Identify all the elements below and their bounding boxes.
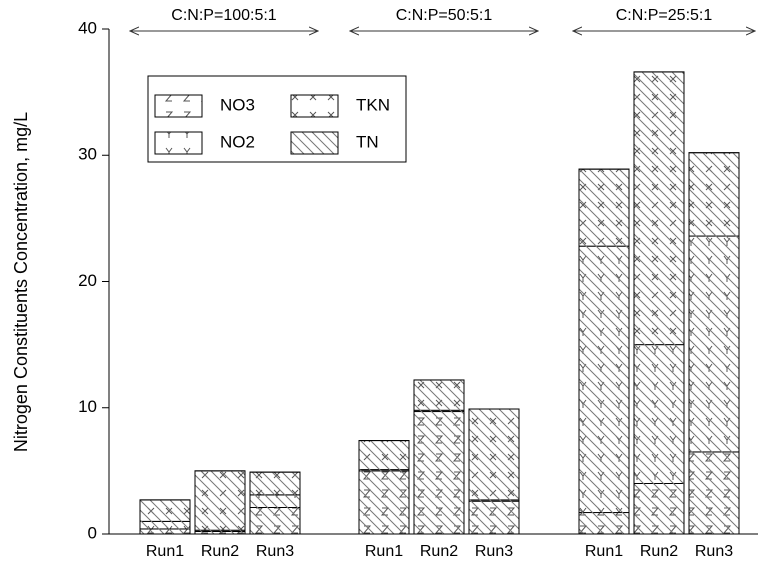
legend-label: TN xyxy=(356,132,379,151)
bar-total xyxy=(633,71,685,535)
legend-swatch xyxy=(154,94,203,118)
x-tick-label: Run3 xyxy=(695,543,733,560)
y-tick-label: 40 xyxy=(78,18,97,37)
x-tick-label: Run1 xyxy=(585,543,623,560)
legend-label: NO3 xyxy=(220,95,255,114)
group-label: C:N:P=50:5:1 xyxy=(396,7,493,24)
legend-swatch xyxy=(290,131,339,155)
legend-label: TKN xyxy=(356,95,390,114)
group-label: C:N:P=25:5:1 xyxy=(616,7,713,24)
y-tick-label: 0 xyxy=(88,523,97,542)
y-tick-label: 10 xyxy=(78,397,97,416)
x-tick-label: Run3 xyxy=(475,543,513,560)
x-tick-label: Run1 xyxy=(365,543,403,560)
y-tick-label: 30 xyxy=(78,145,97,164)
x-tick-label: Run1 xyxy=(146,543,184,560)
x-tick-label: Run3 xyxy=(256,543,294,560)
y-tick-label: 20 xyxy=(78,271,97,290)
bar-total xyxy=(139,499,191,535)
bar-total xyxy=(249,471,301,535)
group-label: C:N:P=100:5:1 xyxy=(171,7,277,24)
bar-total xyxy=(468,408,520,535)
legend-swatch xyxy=(154,131,203,155)
bar-total xyxy=(688,152,740,535)
x-tick-label: Run2 xyxy=(640,543,678,560)
y-axis-label: Nitrogen Constituents Concentration, mg/… xyxy=(11,112,31,452)
bar-total xyxy=(413,379,465,535)
bar-total xyxy=(358,440,410,535)
legend-swatch xyxy=(290,94,339,118)
legend xyxy=(147,75,407,163)
bar-total xyxy=(578,168,630,535)
x-tick-label: Run2 xyxy=(201,543,239,560)
x-tick-label: Run2 xyxy=(420,543,458,560)
bar-total xyxy=(194,470,246,535)
legend-label: NO2 xyxy=(220,132,255,151)
